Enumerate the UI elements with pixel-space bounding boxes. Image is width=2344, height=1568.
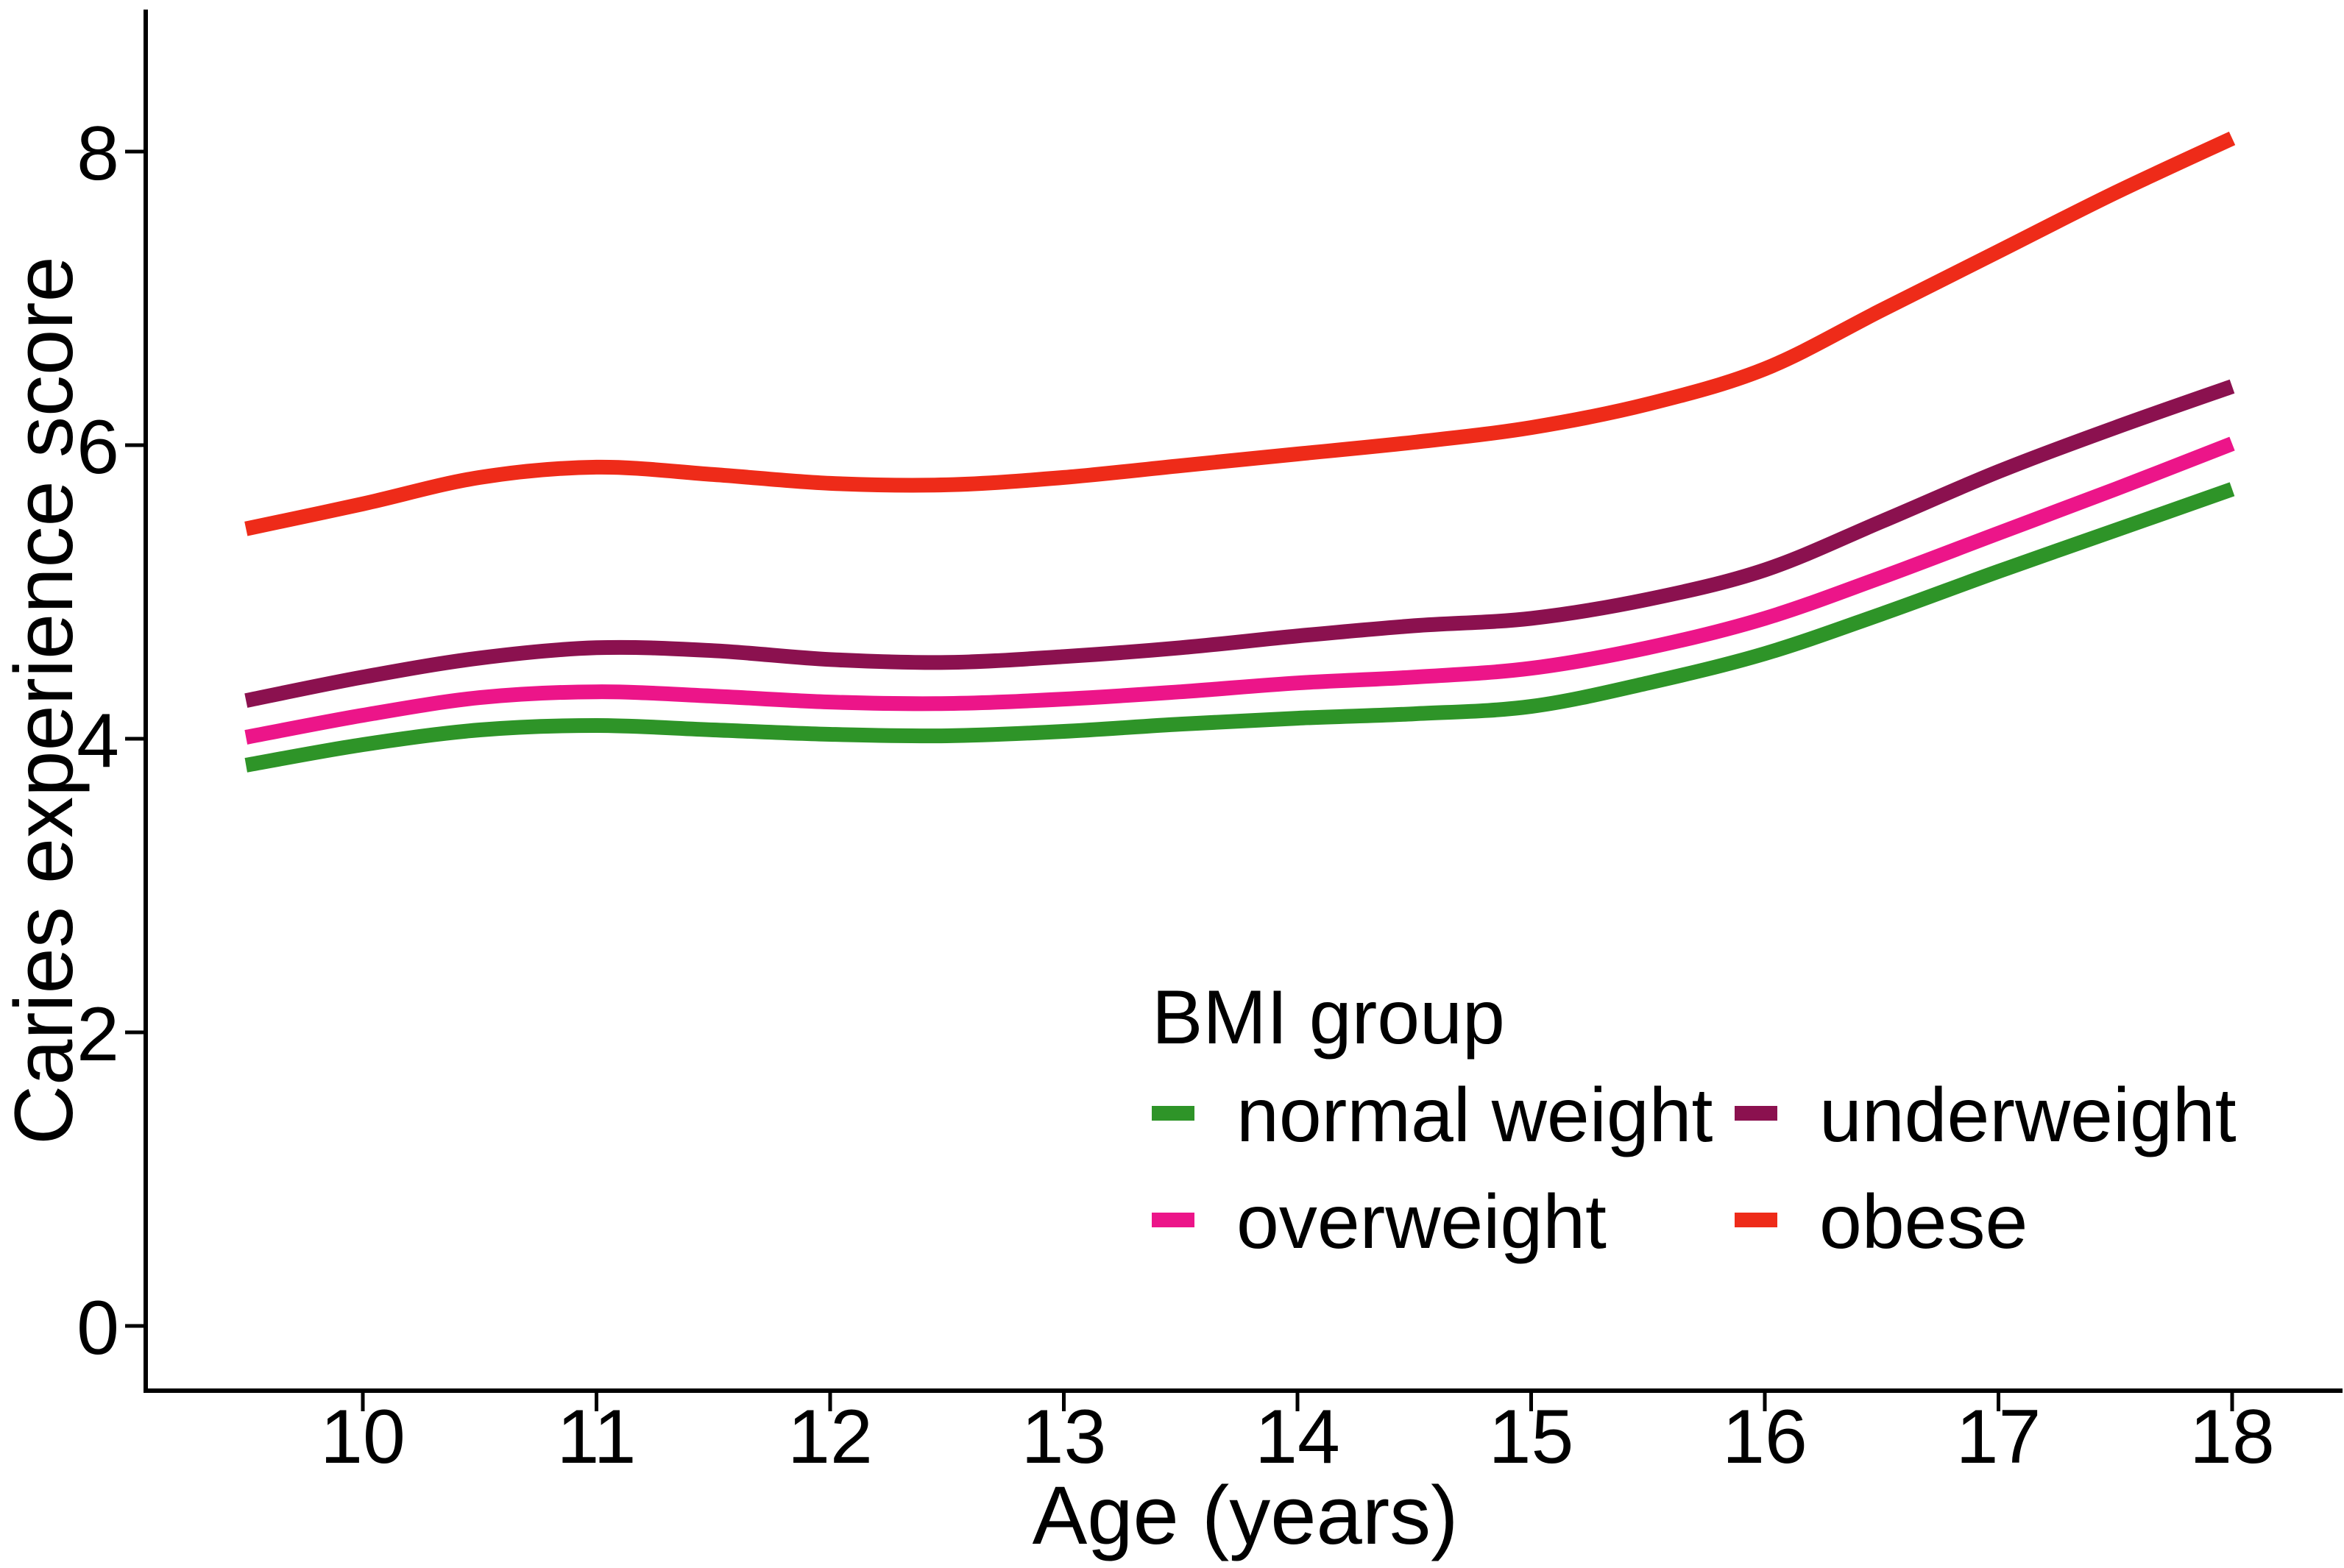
x-tick-label: 15 bbox=[1489, 1394, 1574, 1480]
legend-label: overweight bbox=[1236, 1179, 1607, 1265]
series-line-overweight bbox=[244, 436, 2235, 745]
legend-label: underweight bbox=[1819, 1073, 2237, 1158]
legend-key-underweight bbox=[1735, 1106, 1777, 1121]
x-tick-label: 14 bbox=[1255, 1394, 1340, 1480]
y-tick-label: 2 bbox=[77, 992, 119, 1077]
x-axis-ticks bbox=[361, 1391, 2234, 1411]
x-tick-label: 17 bbox=[1956, 1394, 2042, 1480]
series-lines bbox=[244, 131, 2236, 773]
series-line-obese bbox=[244, 131, 2236, 536]
y-axis-tick-labels: 0 2 4 6 8 bbox=[77, 111, 119, 1371]
legend-label: obese bbox=[1819, 1179, 2028, 1265]
legend-key-overweight bbox=[1152, 1213, 1194, 1227]
x-tick-label: 16 bbox=[1722, 1394, 1807, 1480]
legend-entry-overweight: overweight bbox=[1152, 1179, 1607, 1265]
x-axis-title: Age (years) bbox=[1033, 1469, 1459, 1561]
legend-key-obese bbox=[1735, 1213, 1777, 1227]
axes: 10 11 12 13 14 15 16 17 18 0 2 4 6 8 bbox=[77, 10, 2343, 1480]
series-line-underweight bbox=[244, 379, 2235, 708]
legend-title: BMI group bbox=[1152, 975, 1505, 1060]
y-tick-label: 6 bbox=[77, 405, 119, 490]
x-tick-label: 18 bbox=[2189, 1394, 2275, 1480]
x-tick-label: 13 bbox=[1021, 1394, 1107, 1480]
x-tick-label: 12 bbox=[787, 1394, 873, 1480]
legend-entry-normal-weight: normal weight bbox=[1152, 1073, 1713, 1158]
series-line-normal-weight bbox=[244, 482, 2235, 773]
legend-entry-obese: obese bbox=[1735, 1179, 2028, 1265]
x-axis-tick-labels: 10 11 12 13 14 15 16 17 18 bbox=[320, 1394, 2275, 1480]
y-tick-label: 0 bbox=[77, 1285, 119, 1371]
y-tick-label: 4 bbox=[77, 698, 119, 784]
y-axis-title: Caries experience score bbox=[0, 256, 90, 1145]
x-tick-label: 11 bbox=[557, 1394, 637, 1480]
y-tick-label: 8 bbox=[77, 111, 119, 196]
legend-entries: normal weight underweight overweight obese bbox=[1152, 1073, 2237, 1265]
legend: BMI group normal weight underweight overwe… bbox=[1152, 975, 2237, 1265]
y-axis-ticks bbox=[125, 149, 146, 1328]
legend-entry-underweight: underweight bbox=[1735, 1073, 2237, 1158]
legend-key-normal-weight bbox=[1152, 1106, 1194, 1121]
legend-label: normal weight bbox=[1236, 1073, 1713, 1158]
x-tick-label: 10 bbox=[320, 1394, 406, 1480]
